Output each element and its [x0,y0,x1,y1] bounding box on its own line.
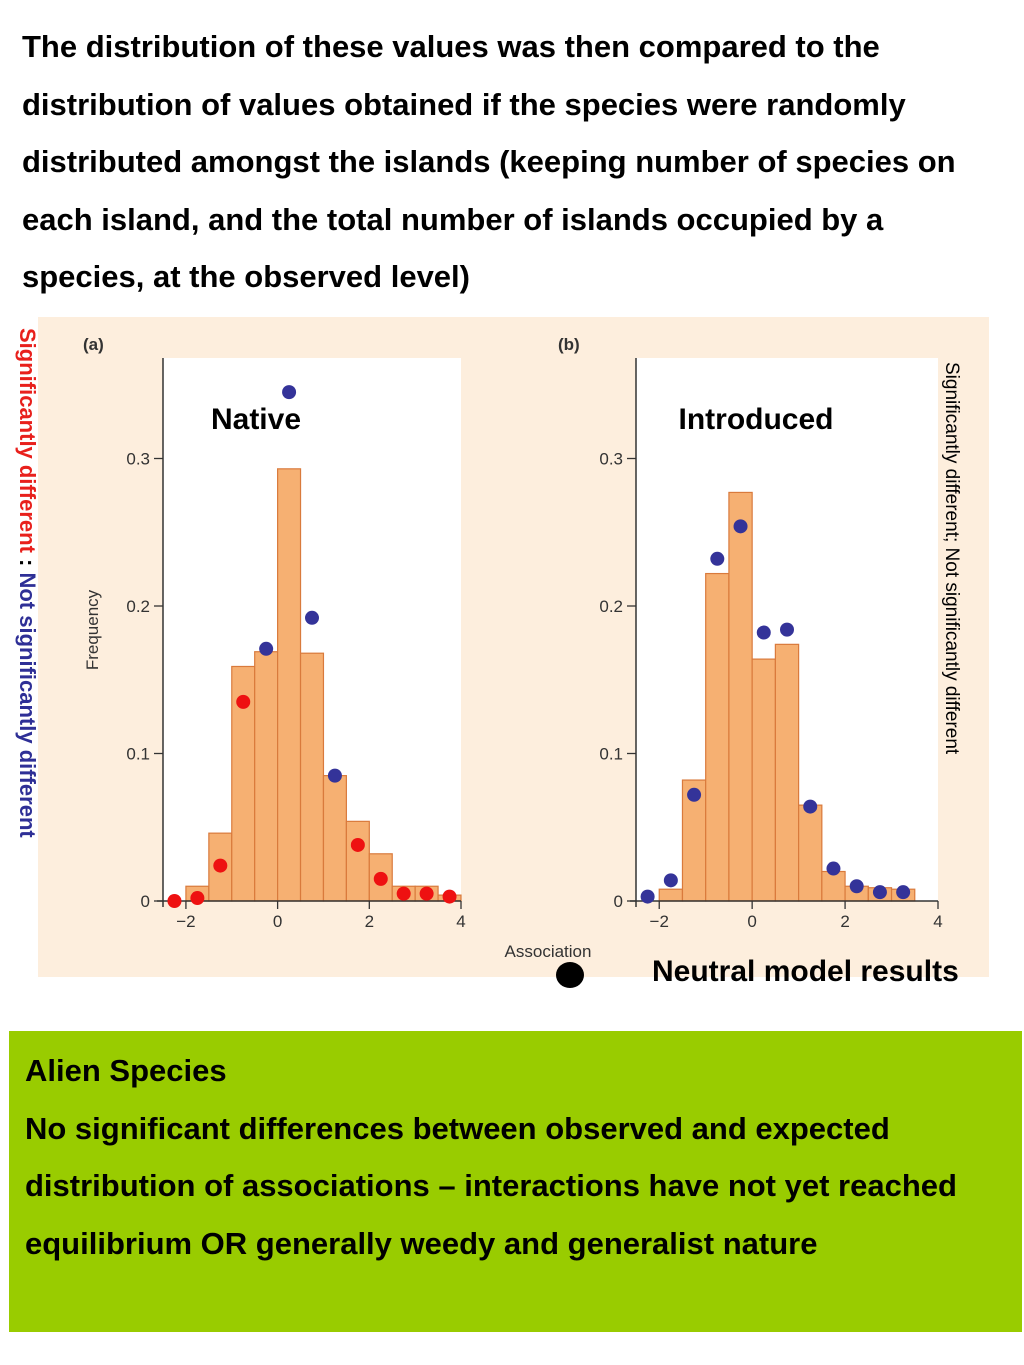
chart1-x-tick-label: −2 [176,912,195,931]
chart2-histogram-bar [774,643,800,902]
chart1-histogram-bar [254,651,279,902]
chart2-y-tick-label: 0.2 [599,597,623,616]
chart1-not-significant-point [327,768,342,783]
chart1-histogram-bar [277,468,302,902]
chart2-not-significant-point [710,551,725,566]
chart2-y-tick-label: 0.3 [599,450,623,469]
chart2-y-tick-label: 0.1 [599,745,623,764]
chart2-not-significant-point [663,873,678,888]
chart2-x-tick-label: 0 [747,912,756,931]
chart1-significant-point [190,891,205,906]
chart1-y-tick-label: 0.1 [126,745,150,764]
chart1-significant-point [419,886,434,901]
chart1-not-significant-point [259,641,274,656]
chart1-significant-point [396,886,411,901]
chart1-chart-title: Native [211,403,301,436]
chart1-significant-point [350,837,365,852]
chart2-not-significant-point [640,889,655,904]
neutral-model-legend-label: Neutral model results [652,955,959,988]
summary-heading: Alien Species [25,1053,227,1088]
chart2-chart-title: Introduced [679,403,834,436]
chart1-x-tick-label: 0 [273,912,282,931]
chart1-panel-label: (a) [83,335,104,354]
histogram-figure: 0 0.1 0.2 0.3 −2 0 2 4 (a) Native Frequency Associa… [83,335,943,961]
chart2-histogram-bar [821,870,846,902]
not-significant-label: Not significantly different [15,572,40,838]
chart1-not-significant-point [305,610,319,625]
chart1-significant-point [373,871,388,886]
chart1-x-tick-label: 4 [456,912,465,931]
key-separator: : [15,552,40,573]
chart1-x-tick-label: 2 [365,912,374,931]
chart2-not-significant-point [733,519,748,534]
chart1-significant-point [167,894,182,908]
chart1-not-significant-point [282,385,297,400]
significance-key-vertical: Significantly different : Not significan… [14,328,40,838]
chart1-histogram-bar [345,820,370,902]
intro-paragraph: The distribution of these values was the… [22,29,956,294]
chart2-y-tick-label: 0 [614,892,623,911]
chart1-significant-point [213,858,228,873]
chart1-histogram-bar [322,775,347,902]
chart2-not-significant-point [687,787,702,802]
chart2-x-tick-label: 4 [933,912,942,931]
chart2-histogram-bar [798,804,823,902]
chart2-x-tick-label: 2 [840,912,849,931]
chart2-not-significant-point [872,885,887,900]
chart1-y-tick-label: 0.2 [126,597,150,616]
chart1-significant-point [236,694,251,709]
chart2-histogram-bar [728,491,753,902]
chart2-not-significant-point [780,622,794,637]
chart1-y-tick-label: 0.3 [126,450,150,469]
x-axis-label: Association [505,942,592,961]
chart1-y-tick-label: 0 [141,892,150,911]
chart2-not-significant-point [803,799,818,814]
chart2-x-tick-label: −2 [650,912,669,931]
chart1-y-axis-label: Frequency [83,589,102,670]
chart1-significant-point [442,889,457,904]
chart2-panel-label: (b) [558,335,580,354]
chart2-not-significant-point [756,625,771,640]
chart2-histogram-bar [751,658,776,902]
chart2-histogram-bar [658,888,684,902]
chart2-not-significant-point [849,879,864,894]
panel-b-significance-note: Significantly different; Not significant… [941,362,962,755]
chart1-histogram-bar [299,652,325,902]
chart2-not-significant-point [826,861,841,876]
significant-label: Significantly different [15,328,40,553]
chart2-histogram-bar [705,572,730,902]
summary-body: No significant differences between obser… [25,1110,957,1261]
chart2-not-significant-point [896,885,911,900]
summary-box: Alien Species No significant differences… [9,1031,1022,1332]
neutral-model-marker-icon [556,962,584,988]
